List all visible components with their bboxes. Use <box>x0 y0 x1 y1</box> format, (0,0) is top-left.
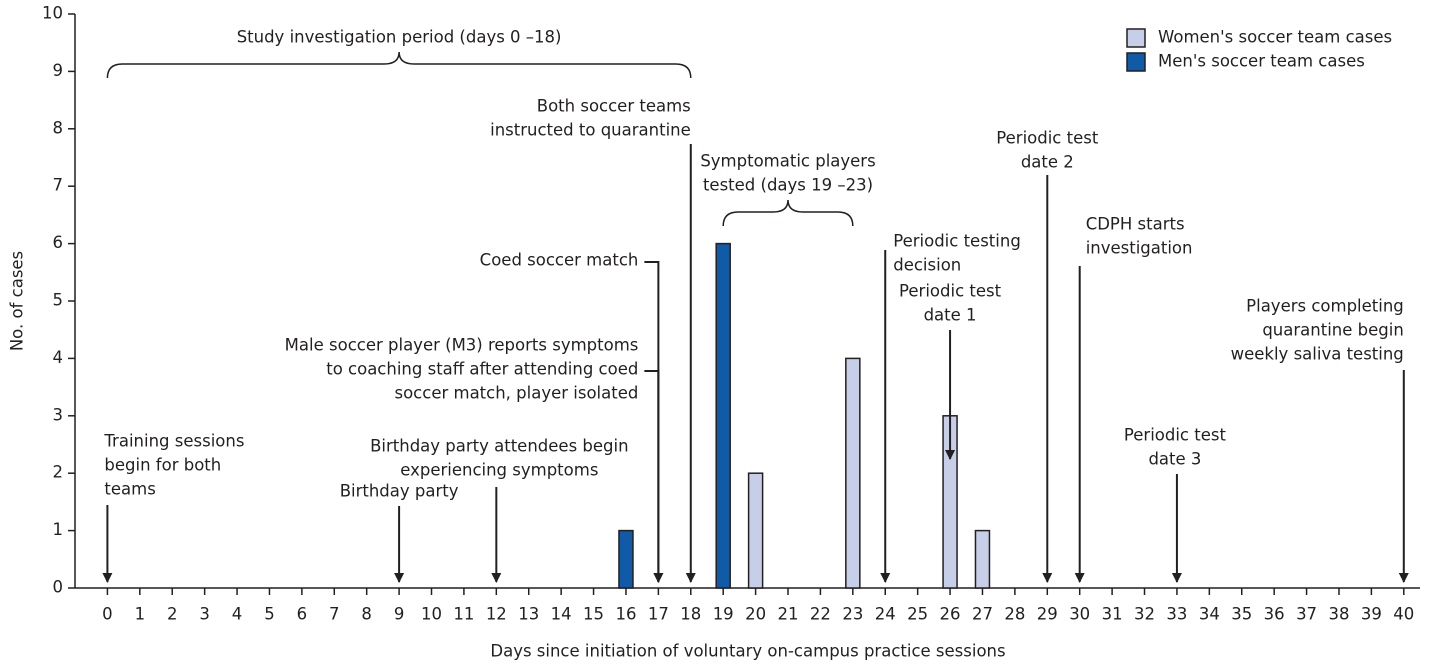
legend-label: Men's soccer team cases <box>1158 52 1365 71</box>
x-tick-label: 25 <box>907 605 928 624</box>
x-tick-label: 9 <box>394 605 405 624</box>
x-tick-label: 2 <box>167 605 178 624</box>
y-axis-label: No. of cases <box>8 251 27 351</box>
annotation-label: investigation <box>1086 239 1193 258</box>
x-tick-label: 36 <box>1264 605 1285 624</box>
x-tick-label: 31 <box>1102 605 1123 624</box>
annotation-arrow <box>644 370 664 583</box>
annotation-label: Male soccer player (M3) reports symptoms <box>285 336 639 355</box>
annotation-arrow <box>644 261 664 583</box>
x-tick-label: 20 <box>745 605 766 624</box>
annotation-label: Coed soccer match <box>480 251 639 270</box>
annotation-label: Both soccer teams <box>537 97 691 116</box>
y-tick-label: 1 <box>53 520 64 539</box>
x-tick-label: 39 <box>1361 605 1382 624</box>
x-tick-label: 12 <box>486 605 507 624</box>
x-tick-label: 17 <box>648 605 669 624</box>
x-tick-label: 16 <box>615 605 636 624</box>
annotation-label: weekly saliva testing <box>1231 345 1404 364</box>
bar <box>618 529 634 589</box>
y-tick-label: 8 <box>53 118 64 137</box>
annotation-label: quarantine begin <box>1262 321 1403 340</box>
annotation-label: CDPH starts <box>1086 215 1185 234</box>
x-tick-label: 29 <box>1037 605 1058 624</box>
bracket <box>106 51 692 79</box>
y-tick-label: 7 <box>53 176 64 195</box>
x-tick-label: 10 <box>421 605 442 624</box>
bar <box>845 357 861 589</box>
x-tick-label: 13 <box>518 605 539 624</box>
y-tick-label: 4 <box>53 348 64 367</box>
x-tick-label: 37 <box>1296 605 1317 624</box>
x-tick-label: 3 <box>199 605 210 624</box>
annotation-label: teams <box>104 480 155 499</box>
annotation-label: date 2 <box>1021 153 1074 172</box>
annotation-label: Birthday party <box>340 482 459 501</box>
x-tick-label: 0 <box>102 605 113 624</box>
x-tick-label: 11 <box>453 605 474 624</box>
annotation-label: date 3 <box>1148 450 1201 469</box>
y-tick-label: 9 <box>53 61 64 80</box>
bar <box>974 529 991 589</box>
annotation-label: begin for both <box>104 456 221 475</box>
x-tick-label: 22 <box>810 605 831 624</box>
annotation-label: decision <box>893 256 961 275</box>
annotation-label: instructed to quarantine <box>490 121 691 140</box>
x-tick-label: 15 <box>583 605 604 624</box>
y-tick-label: 3 <box>53 405 64 424</box>
x-tick-label: 5 <box>264 605 275 624</box>
annotation-label: Periodic test <box>1124 426 1227 445</box>
x-tick-label: 7 <box>329 605 340 624</box>
x-tick-label: 32 <box>1134 605 1155 624</box>
x-tick-label: 30 <box>1069 605 1090 624</box>
annotation-label: Periodic test <box>899 282 1002 301</box>
x-tick-label: 14 <box>551 605 572 624</box>
annotation-label: to coaching staff after attending coed <box>326 360 638 379</box>
bracket-label: Study investigation period (days 0 –18) <box>237 28 562 47</box>
x-tick-label: 38 <box>1328 605 1349 624</box>
x-tick-label: 24 <box>875 605 896 624</box>
annotation-label: experiencing symptoms <box>400 461 598 480</box>
annotation-label: Periodic test <box>996 129 1099 148</box>
annotation-label: Birthday party attendees begin <box>370 437 628 456</box>
bar <box>747 472 764 589</box>
x-tick-label: 40 <box>1393 605 1414 624</box>
x-tick-label: 34 <box>1199 605 1220 624</box>
legend-swatch <box>1126 28 1146 48</box>
x-tick-label: 1 <box>135 605 146 624</box>
x-tick-label: 4 <box>232 605 243 624</box>
annotation-label: soccer match, player isolated <box>394 384 638 403</box>
annotation-label: Periodic testing <box>893 232 1021 251</box>
x-tick-label: 6 <box>297 605 308 624</box>
x-axis-label: Days since initiation of voluntary on-ca… <box>490 642 1005 661</box>
legend-swatch <box>1126 52 1146 72</box>
x-tick-label: 19 <box>713 605 734 624</box>
bracket-label: Symptomatic players <box>700 152 875 171</box>
bar <box>715 242 731 589</box>
x-tick-label: 18 <box>680 605 701 624</box>
x-tick-label: 8 <box>361 605 372 624</box>
y-tick-label: 0 <box>53 578 64 597</box>
bracket-label: tested (days 19 –23) <box>703 176 873 195</box>
x-tick-label: 28 <box>1004 605 1025 624</box>
x-tick-label: 33 <box>1166 605 1187 624</box>
x-tick-label: 35 <box>1231 605 1252 624</box>
annotation-label: date 1 <box>924 306 977 325</box>
x-tick-label: 26 <box>940 605 961 624</box>
legend-label: Women's soccer team cases <box>1158 28 1392 47</box>
x-tick-label: 23 <box>842 605 863 624</box>
annotation-label: Training sessions <box>103 432 244 451</box>
y-tick-label: 10 <box>42 4 63 23</box>
bracket <box>722 199 854 227</box>
annotation-label: Players completing <box>1246 297 1404 316</box>
x-tick-label: 27 <box>972 605 993 624</box>
y-tick-label: 2 <box>53 463 64 482</box>
y-tick-label: 5 <box>53 291 64 310</box>
y-tick-label: 6 <box>53 233 64 252</box>
x-tick-label: 21 <box>778 605 799 624</box>
